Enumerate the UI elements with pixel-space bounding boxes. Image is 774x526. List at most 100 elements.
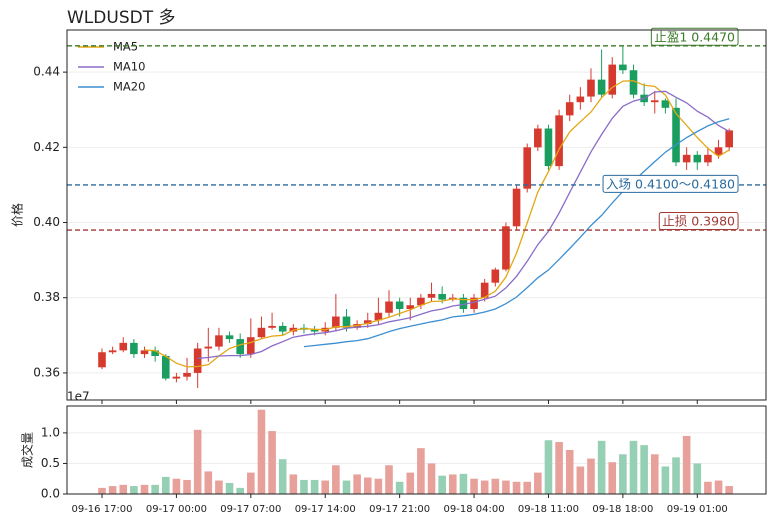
offset-label: 1e7 xyxy=(67,390,90,404)
volume-bar xyxy=(470,478,478,494)
volume-bar xyxy=(427,463,436,494)
chart-title: WLDUSDT 多 xyxy=(67,8,175,28)
candle-body xyxy=(332,316,340,328)
candle-body xyxy=(576,96,585,103)
volume-bar xyxy=(512,481,521,494)
volume-bar xyxy=(650,454,659,494)
plot-frame xyxy=(66,29,767,401)
level-label-box xyxy=(602,174,739,193)
candle-body xyxy=(565,102,574,116)
y-tick-label: 0.36 xyxy=(33,365,60,379)
volume-bar xyxy=(640,445,648,494)
volume-axis-label: 成交量 xyxy=(20,432,35,468)
level-label-box xyxy=(650,27,739,46)
volume-bar xyxy=(608,462,617,494)
candle-body xyxy=(459,297,468,310)
volume-bar xyxy=(183,479,191,494)
candle-body xyxy=(183,372,191,377)
candle-body xyxy=(406,305,415,310)
candle-body xyxy=(161,356,170,379)
volume-bar xyxy=(247,472,255,494)
volume-bar xyxy=(236,487,244,494)
candle-body xyxy=(247,337,255,355)
candle-body xyxy=(523,147,531,189)
volume-bar xyxy=(225,483,234,494)
volume-bar xyxy=(534,472,542,494)
volume-bar xyxy=(161,476,170,494)
y-tick-label: 1.0 xyxy=(41,425,60,439)
candle-body xyxy=(650,100,659,103)
volume-bar xyxy=(565,450,574,494)
volume-bar xyxy=(395,481,404,494)
candle-body xyxy=(395,301,404,310)
y-tick-label: 0.5 xyxy=(41,456,60,470)
candle-body xyxy=(151,350,159,357)
candle-body xyxy=(502,226,510,270)
volume-bar xyxy=(459,473,468,494)
candle-body xyxy=(236,339,244,355)
candle-body xyxy=(98,352,106,368)
candle-body xyxy=(693,154,702,163)
volume-bar xyxy=(544,440,553,494)
volume-bar xyxy=(491,478,500,494)
volume-bar xyxy=(140,484,149,494)
legend-label: MA20 xyxy=(113,80,145,94)
candle-body xyxy=(204,346,213,349)
volume-bar xyxy=(151,484,159,494)
volume-bar xyxy=(714,480,723,494)
candle-body xyxy=(534,128,542,148)
y-tick-label: 0.38 xyxy=(33,290,60,304)
volume-bar xyxy=(438,475,446,494)
y-tick-label: 0.42 xyxy=(33,140,60,154)
x-tick-label: 09-17 00:00 xyxy=(146,504,207,515)
volume-bar xyxy=(672,457,680,494)
volume-bar xyxy=(385,465,393,494)
volume-bar xyxy=(363,477,372,494)
volume-bar xyxy=(98,487,106,494)
candle-body xyxy=(363,320,372,325)
y-tick-label: 0.44 xyxy=(33,65,60,79)
volume-bar xyxy=(661,466,670,494)
volume-bar xyxy=(502,480,510,494)
candle-body xyxy=(215,335,223,347)
candle-body xyxy=(172,376,181,379)
candle-body xyxy=(619,64,627,71)
x-tick-label: 09-18 04:00 xyxy=(444,504,505,515)
candle-body xyxy=(704,154,712,163)
candle-body xyxy=(608,64,617,95)
candle-body xyxy=(544,128,553,167)
volume-bar xyxy=(332,465,340,494)
candle-body xyxy=(342,316,351,328)
candle-body xyxy=(385,301,393,313)
candle-body xyxy=(597,79,606,95)
candle-body xyxy=(130,342,138,355)
volume-bar xyxy=(353,474,361,494)
volume-bar xyxy=(374,478,383,494)
volume-bar xyxy=(289,474,298,494)
candle-body xyxy=(417,297,425,306)
candle-body xyxy=(257,327,266,338)
volume-bar xyxy=(204,471,213,494)
volume-bar xyxy=(108,486,117,494)
candle-body xyxy=(555,115,563,167)
volume-bar xyxy=(417,448,425,494)
volume-bar xyxy=(172,478,181,494)
volume-bar xyxy=(587,458,595,494)
volume-bar xyxy=(619,454,627,494)
candle-body xyxy=(310,329,319,332)
candle-body xyxy=(587,79,595,97)
volume-bar xyxy=(215,480,223,494)
volume-bar xyxy=(629,440,638,494)
volume-bar xyxy=(704,481,712,494)
x-tick-label: 09-18 11:00 xyxy=(518,504,579,515)
ma-line xyxy=(303,118,730,348)
volume-bar xyxy=(342,480,351,494)
candle-body xyxy=(491,269,500,283)
volume-bar xyxy=(480,480,489,494)
ma-line xyxy=(144,80,730,368)
candle-body xyxy=(140,350,149,355)
candle-body xyxy=(470,297,478,310)
candle-body xyxy=(480,282,489,298)
